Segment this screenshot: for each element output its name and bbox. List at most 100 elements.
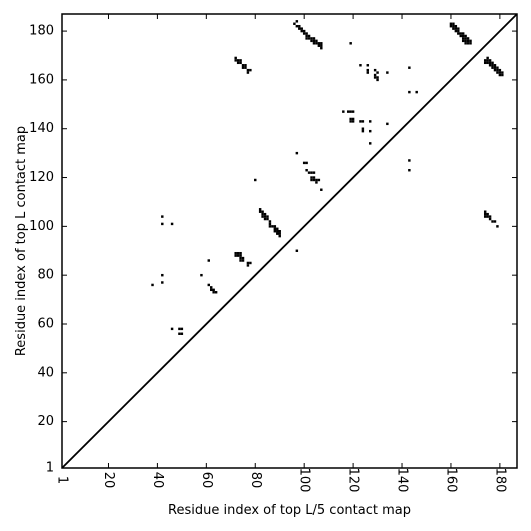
contact-point <box>161 222 164 226</box>
contact-point <box>305 161 308 165</box>
contact-point <box>234 59 237 62</box>
contact-point <box>305 34 308 38</box>
plot-frame <box>61 13 518 469</box>
contact-point <box>359 120 362 123</box>
contact-point <box>466 39 470 43</box>
contact-point <box>315 42 318 45</box>
contact-point <box>501 71 504 74</box>
contact-point <box>276 227 279 231</box>
contact-point <box>320 188 323 191</box>
contact-point <box>295 249 299 252</box>
contact-point <box>302 29 306 33</box>
contact-point <box>369 129 372 133</box>
contact-point <box>261 210 264 213</box>
contact-point <box>454 24 458 28</box>
contact-point <box>464 42 467 45</box>
contact-point <box>234 254 237 257</box>
contact-point <box>249 261 252 265</box>
contact-point <box>408 168 411 172</box>
x-tick-label: 40 <box>150 472 165 489</box>
contact-point <box>302 161 306 165</box>
contact-point <box>488 61 492 65</box>
contact-point <box>459 32 462 35</box>
contact-point <box>386 71 389 74</box>
y-tick-label: 140 <box>29 121 54 136</box>
contact-point <box>498 68 502 72</box>
contact-point <box>461 37 465 40</box>
contact-point <box>315 178 318 182</box>
contact-point <box>491 64 494 67</box>
y-tick-label: 1 <box>46 461 54 476</box>
contact-point <box>496 68 499 72</box>
x-tick-label: 120 <box>346 468 361 493</box>
contact-point <box>295 151 299 155</box>
contact-point <box>266 215 269 218</box>
contact-point <box>320 44 323 47</box>
x-tick-label: 80 <box>248 472 263 489</box>
contact-point <box>498 71 502 74</box>
contact-point <box>180 332 184 335</box>
contact-point <box>236 59 240 62</box>
contact-point <box>305 32 308 35</box>
contact-point <box>317 44 321 47</box>
contact-point <box>300 29 303 33</box>
contact-point <box>305 168 308 172</box>
contact-point <box>369 120 372 123</box>
contact-point <box>236 254 240 257</box>
contact-point <box>295 24 299 28</box>
contact-point <box>373 68 377 72</box>
y-tick-label: 60 <box>37 316 54 331</box>
contact-point <box>493 64 497 67</box>
contact-point <box>498 73 502 77</box>
contact-point <box>271 225 274 228</box>
contact-point <box>261 212 264 216</box>
contact-point <box>496 71 499 74</box>
contact-point <box>386 122 389 126</box>
x-axis: 1 20 40 60 80 100 120 140 160 180 <box>55 14 507 493</box>
contact-point <box>258 210 262 213</box>
y-tick-label: 40 <box>37 365 54 380</box>
contact-point <box>246 68 250 72</box>
contact-point <box>310 37 313 40</box>
contact-point <box>464 34 467 38</box>
contact-points <box>151 20 504 335</box>
contact-point <box>346 110 350 113</box>
contact-point <box>273 230 277 233</box>
contact-point <box>276 230 279 233</box>
contact-point <box>496 225 499 228</box>
contact-point <box>244 64 247 67</box>
contact-point <box>268 225 272 228</box>
contact-point <box>241 256 245 260</box>
contact-point <box>310 176 313 179</box>
contact-point <box>268 220 272 223</box>
contact-point <box>239 61 242 65</box>
contact-point <box>236 251 240 255</box>
contact-point <box>486 59 489 62</box>
contact-point <box>486 212 489 216</box>
contact-point <box>276 232 279 235</box>
contact-point <box>366 68 370 72</box>
contact-point <box>239 59 242 62</box>
contact-point <box>315 39 318 43</box>
contact-point <box>483 59 487 62</box>
contact-point <box>178 332 181 335</box>
contact-point <box>170 327 174 331</box>
contact-point <box>236 61 240 65</box>
y-tick-label: 180 <box>29 24 54 39</box>
contact-point <box>310 178 313 182</box>
contact-point <box>376 71 379 74</box>
contact-point <box>491 220 494 223</box>
contact-point <box>408 66 411 69</box>
contact-point <box>351 117 355 121</box>
contact-point <box>496 66 499 69</box>
contact-point <box>263 215 267 218</box>
x-tick-label: 140 <box>395 468 410 493</box>
contact-point <box>298 27 301 30</box>
contact-point <box>493 66 497 69</box>
contact-point <box>483 215 487 218</box>
x-tick-label: 60 <box>199 472 214 489</box>
contact-point <box>161 215 164 218</box>
contact-point <box>234 56 237 60</box>
contact-point <box>361 127 365 130</box>
